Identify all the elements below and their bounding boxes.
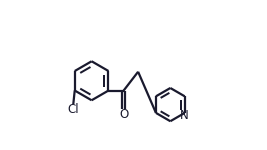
Text: O: O (119, 108, 128, 121)
Text: Cl: Cl (68, 103, 79, 116)
Text: N: N (180, 109, 189, 122)
